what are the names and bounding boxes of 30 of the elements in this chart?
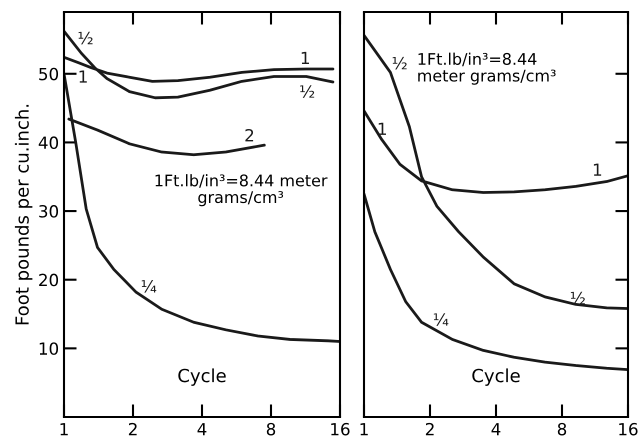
series-label: 2 bbox=[245, 128, 254, 142]
x-tick-label: 4 bbox=[492, 423, 500, 436]
text: ½ bbox=[300, 85, 314, 98]
text: ½ bbox=[392, 56, 407, 70]
annotation: 1Ft.lb/in³=8.44 meter grams/cm³ bbox=[156, 174, 328, 206]
series-label: ¼ bbox=[434, 313, 448, 326]
x-tick-label: 16 bbox=[331, 422, 350, 436]
series-label: ¼ bbox=[142, 280, 156, 293]
x-tick-label: 2 bbox=[426, 422, 434, 436]
x-tick-label: 8 bbox=[558, 422, 566, 436]
y-axis-title: Foot pounds per cu.inch. bbox=[14, 104, 32, 324]
x-tick-label: 4 bbox=[198, 423, 206, 436]
y-tick-label: 10 bbox=[40, 342, 58, 355]
y-tick-label: 20 bbox=[39, 274, 58, 286]
x-tick-label: 2 bbox=[128, 422, 137, 436]
x-tick-label: 1 bbox=[360, 423, 368, 436]
x-tick-label: 16 bbox=[619, 422, 638, 436]
y-tick-label: 50 bbox=[39, 68, 58, 80]
x-axis-title: Cycle bbox=[472, 368, 520, 386]
x-tick-label: 8 bbox=[266, 422, 276, 436]
annotation: 1Ft.lb/in³=8.44 meter grams/cm³ bbox=[418, 52, 556, 85]
x-axis-title: Cycle bbox=[178, 368, 226, 386]
series-label: 1 bbox=[80, 70, 87, 83]
series-label: 1 bbox=[378, 122, 386, 135]
y-tick-label: 40 bbox=[38, 136, 58, 149]
y-tick-label: 30 bbox=[39, 205, 58, 218]
text: 1 bbox=[594, 164, 602, 176]
x-tick-label: 1 bbox=[60, 423, 68, 436]
series-label: ½ bbox=[78, 32, 93, 44]
text: 1 bbox=[302, 52, 309, 64]
